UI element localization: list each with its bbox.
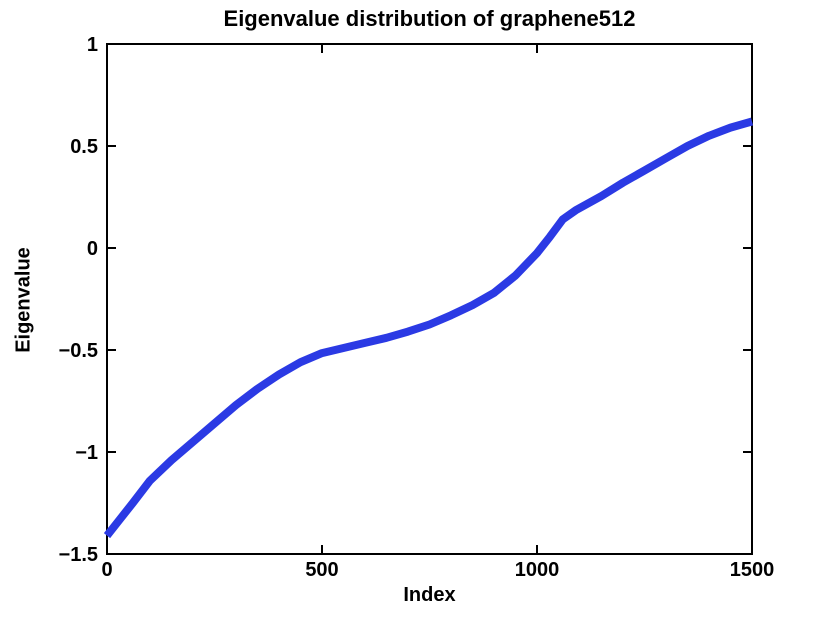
data-line-eigenvalues xyxy=(103,117,754,539)
x-tick-label: 1000 xyxy=(515,559,560,581)
y-tick-label: 1 xyxy=(87,34,98,56)
y-tick-label: −1 xyxy=(75,442,98,464)
x-tick-label: 1500 xyxy=(730,559,775,581)
y-tick-label: −0.5 xyxy=(59,340,98,362)
y-tick-label: 0.5 xyxy=(70,136,98,158)
x-axis-label: Index xyxy=(403,584,456,606)
y-tick-label: −1.5 xyxy=(59,544,98,566)
y-tick-label: 0 xyxy=(87,238,98,260)
x-tick-label: 500 xyxy=(305,559,338,581)
axis-box xyxy=(106,43,753,555)
y-axis-label: Eigenvalue xyxy=(12,247,35,353)
chart-title: Eigenvalue distribution of graphene512 xyxy=(223,6,636,31)
x-tick-label: 0 xyxy=(101,559,112,581)
